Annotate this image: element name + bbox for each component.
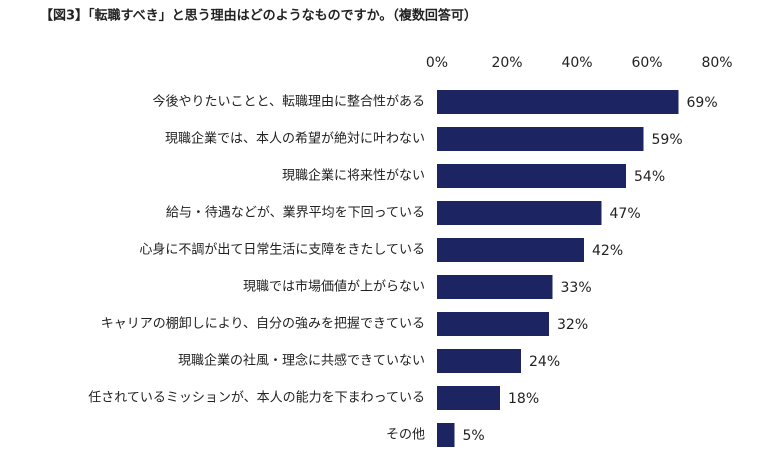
bar xyxy=(437,349,521,373)
bar xyxy=(437,201,602,225)
y-tick-label: 任されているミッションが、本人の能力を下まわっている xyxy=(88,391,425,406)
x-tick-label: 20% xyxy=(491,55,522,71)
bar xyxy=(437,423,455,447)
value-label: 5% xyxy=(463,428,485,444)
value-label: 24% xyxy=(529,354,560,370)
x-tick-label: 80% xyxy=(701,55,732,71)
value-label: 69% xyxy=(687,95,718,111)
bar xyxy=(437,127,644,151)
y-tick-label: 今後やりたいことと、転職理由に整合性がある xyxy=(153,94,425,110)
bar xyxy=(437,386,500,410)
bar xyxy=(437,164,626,188)
value-label: 32% xyxy=(557,317,588,333)
value-label: 33% xyxy=(561,280,592,296)
y-tick-label: キャリアの棚卸しにより、自分の強みを把握できている xyxy=(101,316,425,332)
value-label: 54% xyxy=(634,169,665,185)
x-tick-label: 60% xyxy=(631,55,662,71)
value-label: 47% xyxy=(610,206,641,222)
bar xyxy=(437,238,584,262)
chart-title: 【図3】「転職すべき」と思う理由はどのようなものですか。（複数回答可） xyxy=(40,8,477,24)
y-tick-label: 現職企業に将来性がない xyxy=(282,168,425,184)
y-tick-label: 心身に不調が出て日常生活に支障をきたしている xyxy=(139,242,425,258)
value-label: 42% xyxy=(592,243,623,259)
bar xyxy=(437,312,549,336)
value-label: 59% xyxy=(652,132,683,148)
y-tick-label: 現職企業では、本人の希望が絶対に叶わない xyxy=(165,131,425,147)
y-tick-label: 現職では市場価値が上がらない xyxy=(243,279,425,295)
y-tick-label: その他 xyxy=(386,428,425,443)
x-tick-label: 0% xyxy=(426,55,448,71)
y-tick-label: 現職企業の社風・理念に共感できていない xyxy=(178,353,425,369)
bar xyxy=(437,90,679,114)
x-tick-label: 40% xyxy=(561,55,592,71)
bar xyxy=(437,275,553,299)
value-label: 18% xyxy=(508,391,539,407)
y-tick-label: 給与・待遇などが、業界平均を下回っている xyxy=(166,205,425,221)
